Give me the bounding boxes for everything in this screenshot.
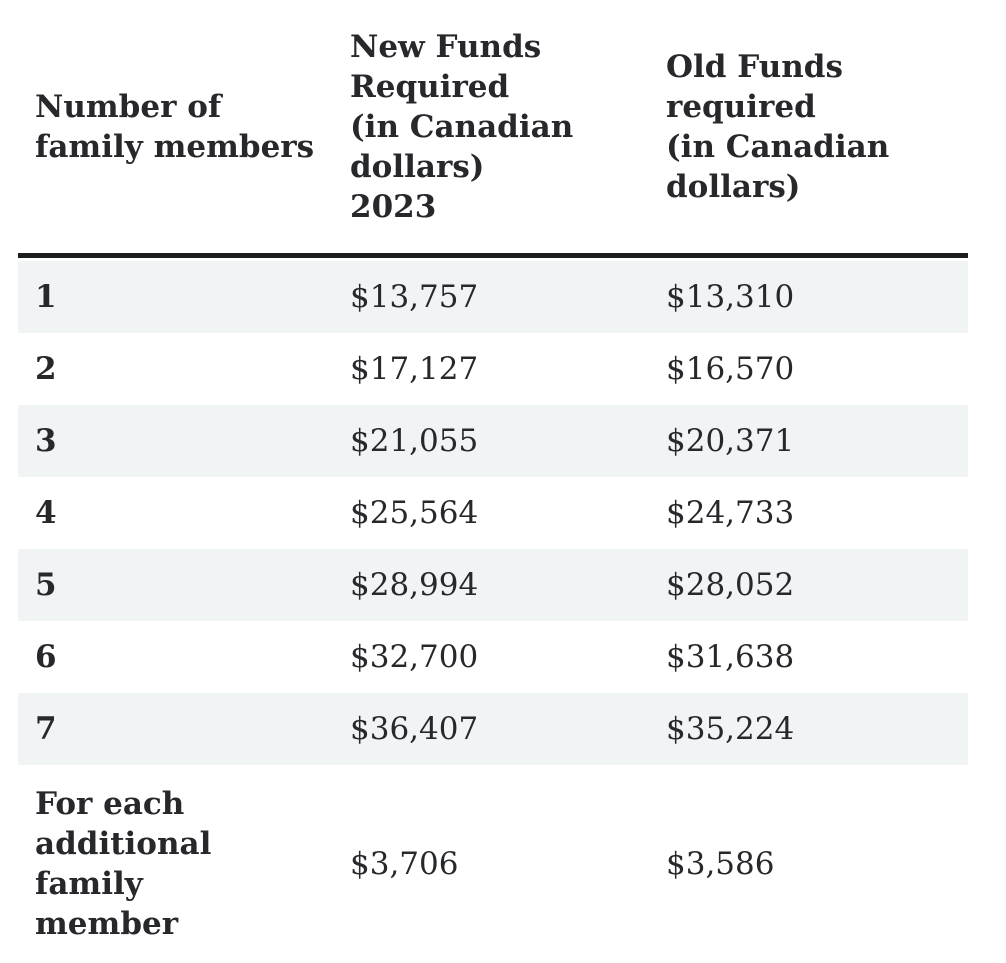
new-funds-value: $36,407 [333, 693, 649, 765]
new-funds-value: $17,127 [350, 351, 479, 387]
old-funds-value: $28,052 [649, 549, 968, 621]
table-row: 2 $17,127 $16,570 [18, 333, 968, 405]
old-funds-value: $13,310 [649, 258, 968, 333]
page-background: Number of family members New Funds Requi… [18, 29, 968, 942]
old-funds-value: $3,586 [666, 846, 775, 882]
header-new-funds: New Funds Required (in Canadian dollars)… [333, 0, 649, 258]
new-funds-value: $28,994 [333, 549, 649, 621]
old-funds-value: $35,224 [649, 693, 968, 765]
new-funds-value: $21,055 [333, 405, 649, 477]
row-label: 3 [18, 405, 333, 477]
header-old-funds: Old Funds required (in Canadian dollars) [649, 0, 968, 258]
table-row: 5 $28,994 $28,052 [18, 549, 968, 621]
header-row: Number of family members New Funds Requi… [18, 0, 968, 258]
old-funds-value: $31,638 [666, 639, 795, 675]
table-row: For each additional family member $3,706… [18, 765, 968, 963]
table-row: 4 $25,564 $24,733 [18, 477, 968, 549]
row-label: 1 [18, 258, 333, 333]
new-funds-value: $25,564 [350, 495, 479, 531]
row-label: 7 [18, 693, 333, 765]
table-row: 7 $36,407 $35,224 [18, 693, 968, 765]
row-label: 6 [35, 639, 57, 675]
new-funds-value: $3,706 [350, 846, 459, 882]
new-funds-value: $13,757 [333, 258, 649, 333]
funds-table: Number of family members New Funds Requi… [18, 0, 968, 963]
new-funds-value: $32,700 [350, 639, 479, 675]
table-row: 1 $13,757 $13,310 [18, 258, 968, 333]
header-family-members: Number of family members [18, 0, 333, 258]
row-label: 5 [18, 549, 333, 621]
table-row: 3 $21,055 $20,371 [18, 405, 968, 477]
old-funds-value: $16,570 [666, 351, 795, 387]
page: { "colors": { "background": "#ffffff", "… [18, 28, 968, 942]
row-label: For each additional family member [35, 786, 212, 942]
row-label: 4 [35, 495, 57, 531]
table-row: 6 $32,700 $31,638 [18, 621, 968, 693]
row-label: 2 [35, 351, 57, 387]
old-funds-value: $24,733 [666, 495, 795, 531]
old-funds-value: $20,371 [649, 405, 968, 477]
